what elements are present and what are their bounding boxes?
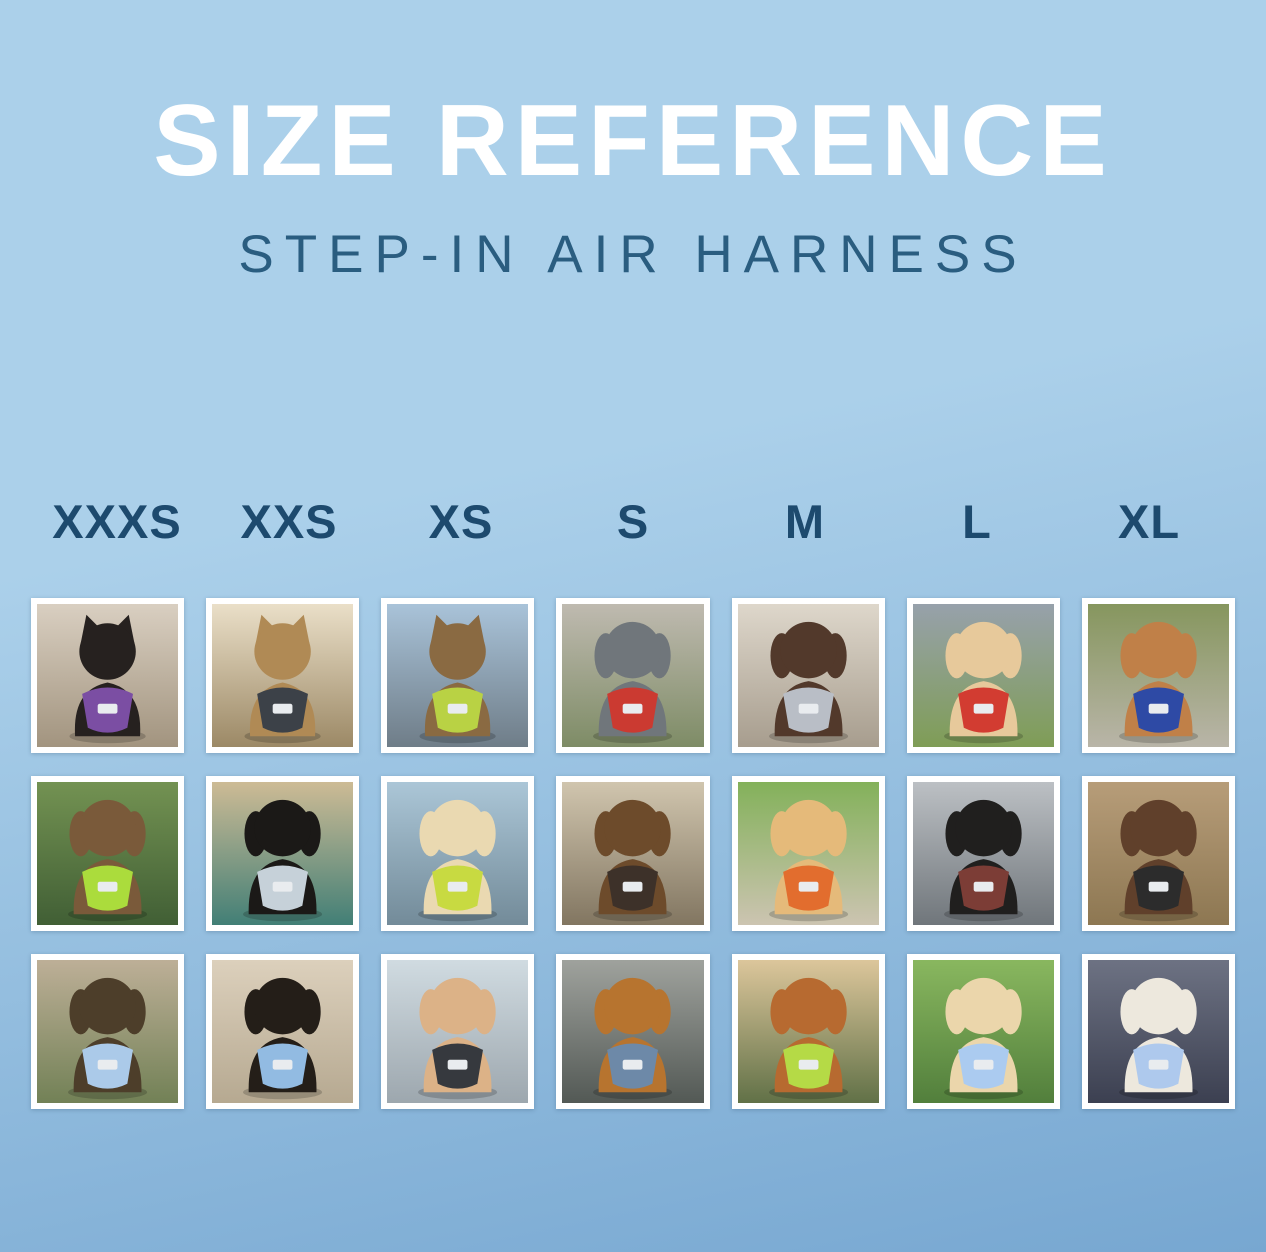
pet-photo [906,598,1060,753]
pet-photo [31,598,185,753]
pet-photo [556,598,710,753]
harness-icon [608,865,659,910]
harness-icon [608,687,659,732]
harness-icon [257,865,308,910]
pet-illustration [562,604,703,747]
size-label-s: S [616,495,650,548]
pet-illustration [387,960,528,1103]
pet-illustration [37,960,178,1103]
pet-photo [381,598,535,753]
pet-illustration [212,960,353,1103]
page-subtitle: STEP-IN AIR HARNESS [238,225,1028,284]
pet-photo [556,954,710,1109]
harness-icon [82,1043,133,1088]
pet-illustration [738,782,879,925]
harness-icon [257,687,308,732]
pet-photo [556,776,710,931]
harness-icon [958,1043,1009,1088]
pet-illustration [562,782,703,925]
pet-illustration [738,960,879,1103]
harness-icon [783,865,834,910]
size-label-row: XXXS XXS XS S M L XL [31,494,1235,549]
pet-photo [381,776,535,931]
pet-illustration [37,782,178,925]
pet-photo [906,954,1060,1109]
pet-illustration [1088,960,1229,1103]
pet-photo [206,598,360,753]
pet-photo [906,776,1060,931]
pet-photo [731,776,885,931]
pet-illustration [562,960,703,1103]
pet-photo [1081,954,1235,1109]
pet-illustration [913,960,1054,1103]
harness-icon [783,1043,834,1088]
pet-illustration [1088,604,1229,747]
pet-photo [1081,598,1235,753]
pet-illustration [387,782,528,925]
pet-photo [31,954,185,1109]
pet-photo [206,776,360,931]
harness-icon [1133,1043,1184,1088]
harness-icon [1133,687,1184,732]
size-label-xs: XS [428,495,494,548]
pet-illustration [212,604,353,747]
size-label-xl: XL [1117,495,1181,548]
page-title: SIZE REFERENCE [153,85,1113,197]
pet-photo [1081,776,1235,931]
harness-icon [257,1043,308,1088]
harness-icon [432,865,483,910]
pet-illustration [738,604,879,747]
harness-icon [783,687,834,732]
harness-icon [432,687,483,732]
pet-illustration [913,604,1054,747]
harness-icon [608,1043,659,1088]
size-photo-grid [31,598,1235,1109]
pet-illustration [37,604,178,747]
harness-icon [82,687,133,732]
pet-illustration [212,782,353,925]
harness-icon [958,687,1009,732]
harness-icon [958,865,1009,910]
pet-illustration [1088,782,1229,925]
pet-illustration [387,604,528,747]
pet-illustration [913,782,1054,925]
harness-icon [1133,865,1184,910]
pet-photo [731,954,885,1109]
harness-icon [82,865,133,910]
size-label-xxs: XXS [240,495,338,548]
pet-photo [731,598,885,753]
size-label-m: M [784,495,826,548]
size-label-xxxs: XXXS [52,495,182,548]
pet-photo [381,954,535,1109]
pet-photo [206,954,360,1109]
pet-photo [31,776,185,931]
harness-icon [432,1043,483,1088]
size-label-l: L [962,495,992,548]
